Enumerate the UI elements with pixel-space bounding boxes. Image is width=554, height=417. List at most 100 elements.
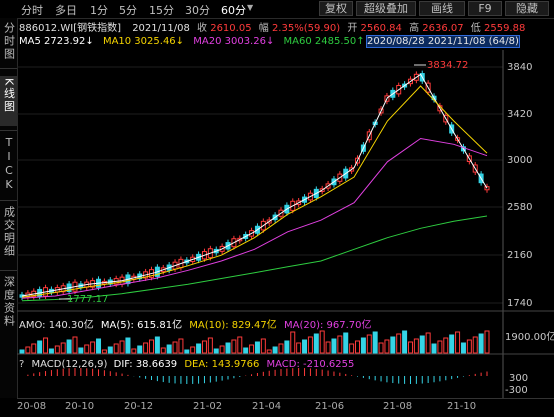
chart-area[interactable]: 3834.72 1777.17 3840 3420 3000 2580 2160… [17, 50, 554, 398]
amo-bar [343, 332, 349, 354]
series-line-ma60 [21, 215, 488, 302]
macd-axis-top: 300 [509, 373, 528, 384]
amo-bar [355, 340, 361, 354]
quote-bar: 886012.WI[钢铁指数] 2021/11/08 收 2610.05 幅 2… [19, 19, 525, 34]
f9-button[interactable]: F9 [468, 1, 502, 16]
range-selection[interactable]: 2020/08/28 2021/11/08 (64/8) [366, 35, 520, 48]
amo-value: AMO: 140.30亿 [19, 320, 94, 331]
low-label: 低 [470, 23, 481, 34]
amo-bar [84, 344, 90, 354]
amo-bar [201, 340, 207, 354]
amo-ma5: MA(5): 615.81亿 [100, 320, 183, 331]
tab-60min[interactable]: 60分 [221, 4, 246, 17]
amo-bar [196, 343, 202, 354]
tab-30min[interactable]: 30分 [185, 4, 210, 17]
amo-bar [337, 335, 343, 354]
macd-dea: DEA: 143.9766 [184, 359, 260, 370]
min-price-marker: 1777.17 [59, 294, 108, 305]
ma5-value: MA5 2723.92↓ [19, 36, 94, 47]
restore-right-button[interactable]: 复权 [319, 1, 353, 16]
price-axis: 3840 3420 3000 2580 2160 1740 [507, 62, 532, 309]
amo-bar [443, 337, 449, 354]
amo-bar [131, 348, 137, 354]
amo-bar [90, 341, 96, 354]
amo-bar [437, 340, 443, 354]
tab-15min[interactable]: 15分 [149, 4, 174, 17]
x-tick: 20-08 [17, 401, 47, 412]
amo-bar [54, 345, 60, 354]
tab-1min[interactable]: 1分 [90, 4, 108, 17]
amo-bar [290, 331, 296, 354]
amo-bar [125, 337, 131, 354]
change-value: 2.35%(59.90) [271, 23, 341, 34]
amo-bar [266, 349, 272, 354]
series-line-ma5 [21, 73, 488, 297]
amo-bar [478, 333, 484, 354]
amo-bar [78, 347, 84, 354]
amo-bar [431, 343, 437, 354]
amo-bar [166, 344, 172, 354]
amo-bar [113, 343, 119, 354]
x-tick: 21-04 [252, 401, 282, 412]
amo-bar [19, 349, 25, 354]
amo-bar [101, 349, 107, 354]
max-price-marker: 3834.72 [414, 60, 468, 71]
hide-button[interactable]: 隐藏 [505, 1, 549, 16]
amo-bar [396, 333, 402, 354]
amo-bar [190, 346, 196, 354]
amo-bar [313, 333, 319, 354]
amo-bar [472, 336, 478, 354]
sidebar-item-fenshi[interactable]: 分时图 [0, 22, 17, 61]
ma10-value: MA10 3025.46↓ [102, 36, 185, 47]
amo-bar [249, 344, 255, 354]
sidebar-label: 分时图 [2, 22, 16, 61]
amo-axis-label: 1900.00亿 [505, 330, 554, 343]
amo-bar [148, 339, 154, 354]
overlay-button[interactable]: 超级叠加 [356, 1, 416, 16]
amo-bar [455, 331, 461, 354]
sidebar-label: 成交明细 [2, 206, 16, 258]
stock-code: 886012.WI[钢铁指数] [19, 23, 121, 34]
amo-bar [366, 334, 372, 354]
amo-bar [484, 330, 490, 354]
x-tick: 21-02 [193, 401, 223, 412]
macd-name: MACD(12,26,9) [31, 359, 108, 370]
sidebar-label: K线图 [2, 78, 16, 114]
amo-bar [402, 330, 408, 354]
close-label: 收 [197, 23, 208, 34]
y-tick: 3420 [507, 109, 532, 120]
amo-bar [331, 338, 337, 354]
x-tick: 21-06 [315, 401, 345, 412]
amo-bar [325, 341, 331, 354]
change-label: 幅 [258, 23, 269, 34]
macd-axis-bottom: -300 [505, 385, 528, 396]
tab-multi-day[interactable]: 多日 [55, 4, 77, 17]
tab-5min[interactable]: 5分 [119, 4, 137, 17]
amo-bar [66, 339, 72, 354]
amo-bar [372, 331, 378, 354]
min-price-label: 1777.17 [67, 294, 108, 305]
amo-bar [237, 336, 243, 354]
amo-bar [349, 343, 355, 354]
low-value: 2559.88 [483, 23, 526, 34]
chevron-down-icon[interactable]: ▼ [247, 3, 254, 12]
amo-bar [107, 346, 113, 354]
amo-bar [425, 332, 431, 354]
amo-bar [466, 339, 472, 354]
help-icon[interactable]: ? [19, 359, 25, 370]
amo-ma10: MA(10): 829.47亿 [189, 320, 277, 331]
amo-bar [390, 336, 396, 354]
tab-fenshi[interactable]: 分时 [21, 4, 43, 17]
amo-bar [48, 348, 54, 354]
sidebar-label: 深度资料 [2, 276, 16, 328]
sidebar-item-depth[interactable]: 深度资料 [0, 276, 17, 328]
draw-line-button[interactable]: 画线 [419, 1, 465, 16]
amo-bar [25, 346, 31, 354]
sidebar-item-trades[interactable]: 成交明细 [0, 206, 17, 258]
amo-bar [302, 339, 308, 354]
sidebar-item-tick[interactable]: TICK [0, 136, 17, 192]
amo-bar [307, 336, 313, 354]
sidebar-item-kline[interactable]: K线图 [0, 76, 17, 126]
amo-bar [296, 342, 302, 354]
x-tick: 21-10 [447, 401, 477, 412]
